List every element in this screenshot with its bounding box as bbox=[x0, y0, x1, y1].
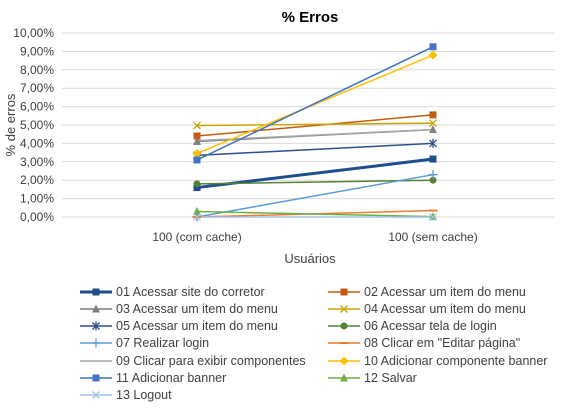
legend-label: 08 Clicar em "Editar página" bbox=[364, 336, 521, 351]
data-point bbox=[429, 125, 437, 134]
legend-item: 10 Adicionar componente banner bbox=[326, 352, 547, 369]
legend-item: 05 Acessar um item do menu bbox=[78, 318, 278, 335]
series-markers bbox=[192, 43, 438, 222]
legend-label: 01 Acessar site do corretor bbox=[116, 284, 265, 299]
data-point bbox=[429, 138, 437, 148]
legend-swatch bbox=[328, 342, 360, 345]
y-tick-label: 6,00% bbox=[20, 100, 54, 114]
series-line bbox=[196, 46, 434, 161]
data-point bbox=[193, 156, 201, 164]
data-point bbox=[340, 304, 348, 313]
data-point bbox=[429, 155, 437, 163]
y-tick-label: 5,00% bbox=[20, 118, 54, 132]
data-point bbox=[92, 391, 100, 400]
series-line bbox=[196, 142, 434, 157]
y-tick-label: 9,00% bbox=[20, 44, 54, 58]
data-point bbox=[429, 176, 437, 184]
legend-label: 02 Acessar um item do menu bbox=[364, 284, 526, 299]
legend-item: 11 Adicionar banner bbox=[78, 370, 226, 387]
legend-item: 09 Clicar para exibir componentes bbox=[78, 352, 306, 369]
y-tick-label: 10,00% bbox=[13, 26, 54, 40]
data-point bbox=[193, 213, 201, 221]
series-line bbox=[196, 210, 434, 218]
legend-swatch bbox=[80, 374, 112, 382]
legend-item: 08 Clicar em "Editar página" bbox=[326, 335, 520, 352]
legend-swatch bbox=[80, 288, 112, 295]
legend-item: 01 Acessar site do corretor bbox=[78, 283, 265, 300]
data-point bbox=[92, 374, 100, 382]
legend-item: 07 Realizar login bbox=[78, 335, 209, 352]
x-axis-tick-labels: 100 (com cache) 100 (sem cache) bbox=[152, 230, 477, 244]
legend-item: 12 Salvar bbox=[326, 370, 417, 387]
y-tick-label: 7,00% bbox=[20, 81, 54, 95]
chart-title: % Erros bbox=[282, 9, 339, 26]
data-point bbox=[193, 206, 201, 215]
legend-swatch bbox=[328, 356, 360, 366]
y-tick-label: 3,00% bbox=[20, 155, 54, 169]
legend-label: 03 Acessar um item do menu bbox=[116, 301, 278, 316]
data-point bbox=[193, 132, 201, 140]
legend-label: 06 Acessar tela de login bbox=[364, 319, 497, 334]
y-axis-tick-labels: 0,00% 1,00% 2,00% 3,00% 4,00% 5,00% 6,00% 7,00%… bbox=[13, 26, 54, 224]
series-line bbox=[196, 173, 434, 218]
legend-label: 07 Realizar login bbox=[116, 336, 210, 351]
data-point bbox=[428, 170, 438, 180]
data-point bbox=[428, 50, 438, 60]
x-axis-label: Usuários bbox=[284, 251, 336, 266]
series-lines bbox=[196, 46, 434, 218]
data-point bbox=[192, 149, 202, 159]
series-line bbox=[196, 114, 434, 137]
series-line bbox=[196, 128, 434, 142]
legend-label: 04 Acessar um item do menu bbox=[364, 301, 526, 316]
legend-item: 06 Acessar tela de login bbox=[326, 318, 497, 335]
data-point bbox=[91, 338, 101, 348]
legend-label: 13 Logout bbox=[116, 388, 172, 403]
data-point bbox=[429, 119, 437, 128]
data-point bbox=[193, 180, 201, 188]
x-tick-label: 100 (com cache) bbox=[152, 230, 241, 244]
legend-item: 13 Logout bbox=[78, 387, 172, 404]
legend-label: 11 Adicionar banner bbox=[116, 371, 227, 385]
legend-item: 03 Acessar um item do menu bbox=[78, 300, 278, 317]
legend-swatch bbox=[80, 304, 112, 313]
legend-label: 10 Adicionar componente banner bbox=[364, 353, 548, 368]
series-line bbox=[196, 54, 434, 155]
legend-label: 05 Acessar um item do menu bbox=[116, 319, 278, 334]
series-line bbox=[196, 179, 434, 185]
data-point bbox=[340, 373, 348, 382]
data-point bbox=[92, 288, 100, 295]
x-tick-label: 100 (sem cache) bbox=[388, 230, 477, 244]
legend-swatch bbox=[80, 321, 112, 331]
series-line bbox=[196, 122, 434, 127]
legend-swatch bbox=[80, 359, 112, 362]
data-point bbox=[429, 213, 437, 221]
data-point bbox=[340, 322, 348, 330]
legend-swatch bbox=[328, 322, 360, 330]
legend-swatch bbox=[328, 288, 360, 295]
legend-swatch bbox=[328, 373, 360, 382]
legend-swatch bbox=[80, 391, 112, 400]
data-point bbox=[429, 111, 437, 119]
y-tick-label: 0,00% bbox=[20, 210, 54, 224]
data-point bbox=[92, 321, 100, 331]
legend-swatch bbox=[80, 338, 112, 348]
y-tick-label: 4,00% bbox=[20, 136, 54, 150]
legend-swatch bbox=[328, 304, 360, 313]
legend-item: 02 Acessar um item do menu bbox=[326, 283, 526, 300]
legend-label: 09 Clicar para exibir componentes bbox=[116, 353, 306, 368]
data-point bbox=[429, 43, 437, 51]
data-point bbox=[193, 121, 201, 130]
data-point bbox=[193, 184, 201, 192]
legend-label: 12 Salvar bbox=[364, 371, 417, 385]
y-axis-label: % de erros bbox=[3, 93, 18, 156]
data-point bbox=[193, 137, 201, 146]
data-point bbox=[340, 288, 348, 295]
y-tick-label: 8,00% bbox=[20, 63, 54, 77]
legend-item: 04 Acessar um item do menu bbox=[326, 300, 526, 317]
data-point bbox=[92, 304, 100, 313]
data-point bbox=[339, 356, 349, 366]
y-tick-label: 2,00% bbox=[20, 173, 54, 187]
y-tick-label: 1,00% bbox=[20, 192, 54, 206]
